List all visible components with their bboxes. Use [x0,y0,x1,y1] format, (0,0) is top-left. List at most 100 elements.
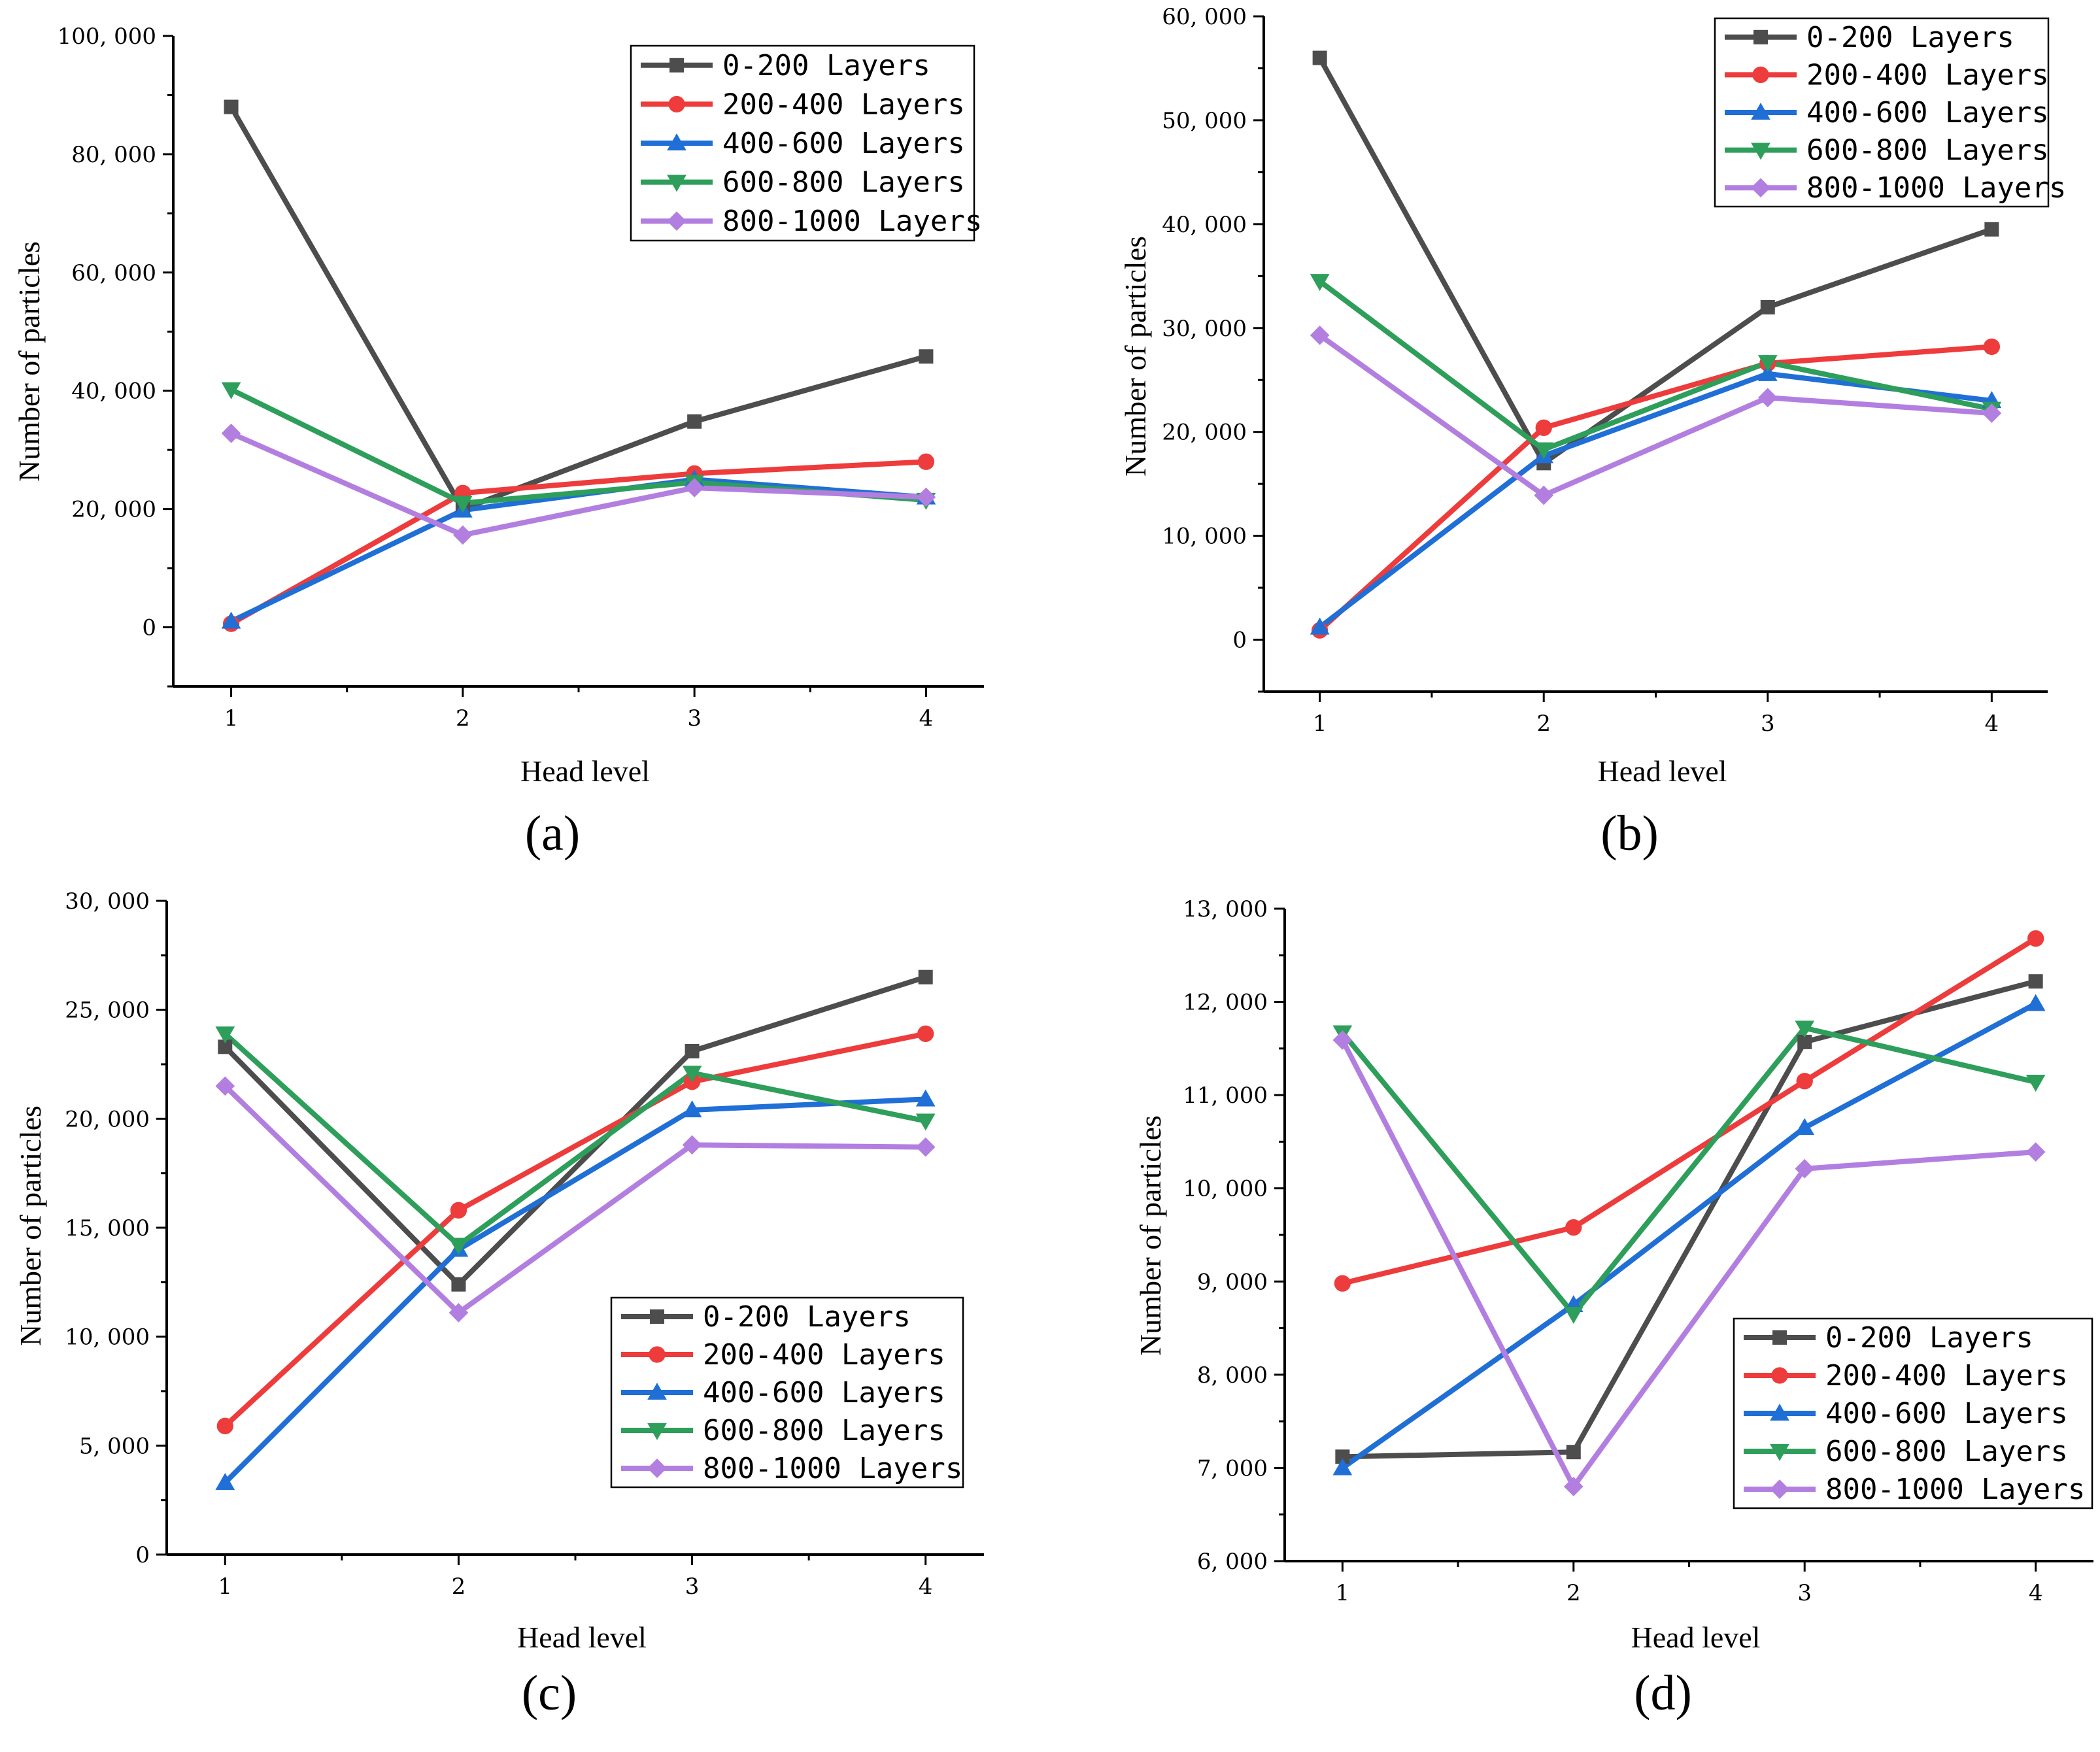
data-point [224,99,239,114]
data-point [1566,1445,1581,1460]
x-tick-label: 1 [1336,1580,1350,1606]
data-point [1535,419,1552,436]
y-tick-label: 25, 000 [65,998,150,1024]
legend-marker [647,1458,667,1478]
series-line [1340,1037,2039,1489]
data-point [1332,1030,1353,1050]
x-tick-label: 4 [2029,1580,2043,1606]
x-tick-label: 4 [919,1574,933,1600]
data-point [1335,1449,1350,1464]
panel-label: (a) [525,806,580,861]
data-point [2025,994,2046,1011]
data-point [1797,1034,1812,1049]
data-point [1310,326,1330,345]
y-tick-label: 60, 000 [1162,4,1247,30]
legend-marker [1751,143,1770,160]
data-point [1332,1458,1353,1475]
y-tick-label: 20, 000 [1162,420,1247,446]
data-point [687,414,702,429]
data-point [1795,1118,1815,1136]
y-tick-label: 5, 000 [79,1433,150,1459]
legend-label: 0-200 Layers [703,1300,911,1334]
y-tick-label: 15, 000 [65,1215,150,1241]
y-tick-label: 9, 000 [1197,1269,1268,1295]
panel-label: (c) [522,1666,577,1721]
data-point [1983,338,2001,356]
data-point [1984,222,1999,237]
legend-label: 200-400 Layers [703,1338,945,1372]
data-point [1982,403,2002,423]
data-point [1760,299,1775,314]
x-tick-label: 1 [218,1574,232,1600]
data-point [221,382,241,399]
data-point [917,1025,934,1042]
legend-marker [1752,66,1769,84]
legend-marker [649,1346,666,1363]
data-point [1534,442,1554,460]
series-line [222,974,928,1287]
y-tick-label: 0 [135,1542,150,1568]
legend-marker [1770,1443,1789,1461]
x-tick-label: 4 [919,705,934,732]
legend-label: 800-1000 Layers [703,1452,962,1485]
legend-label: 200-400 Layers [1806,58,2049,92]
x-tick-label: 2 [452,1574,466,1600]
data-point [221,424,241,443]
data-point [918,969,933,985]
y-axis-title: Number of particles [1119,236,1152,477]
legend-marker [1770,1404,1789,1421]
y-axis-title: Number of particles [14,1105,47,1346]
y-tick-label: 8, 000 [1197,1362,1268,1389]
x-tick-label: 3 [1761,711,1775,737]
y-tick-label: 20, 000 [65,1106,150,1132]
chart-panel: 0 20, 000 40, 000 60, 000 80, 000 100, 000 1 2 3… [12,24,984,861]
series-line [1340,935,2039,1287]
data-point [215,1026,235,1044]
legend-marker [667,175,686,192]
data-point [1534,485,1554,505]
series-line [228,430,929,538]
data-point [1334,1275,1351,1292]
legend-label: 800-1000 Layers [1825,1473,2085,1506]
panel-label: (d) [1634,1666,1692,1721]
legend-marker [1772,1330,1787,1345]
legend-marker [1751,178,1770,198]
legend-label: 0-200 Layers [722,49,930,82]
y-tick-label: 10, 000 [1183,1176,1268,1202]
series-line [1317,344,1995,633]
legend-marker [1751,103,1770,120]
x-axis-title: Head level [517,1621,647,1654]
legend-marker [1771,1367,1788,1384]
legend-marker [1770,1479,1789,1499]
data-point [1563,1307,1583,1324]
y-tick-label: 10, 000 [1162,524,1247,550]
x-tick-label: 2 [1567,1580,1581,1606]
legend-marker [647,1423,667,1440]
legend-marker [667,133,686,151]
legend-marker [650,1309,664,1324]
legend-marker [668,95,685,113]
y-tick-label: 20, 000 [71,497,156,523]
data-point [1757,388,1778,408]
data-point [915,1137,936,1157]
legend-marker [647,1383,667,1400]
series-line [1317,55,1995,466]
data-point [1757,363,1778,381]
x-tick-label: 2 [1536,711,1551,737]
data-point [1310,617,1330,635]
y-tick-label: 13, 000 [1183,896,1268,922]
y-tick-label: 80, 000 [71,142,156,168]
legend-label: 200-400 Layers [722,88,965,121]
series-line [228,459,929,627]
x-tick-label: 3 [687,705,702,732]
y-tick-label: 0 [142,615,156,641]
series-line [1340,1001,2039,1471]
series-line [1340,1025,2039,1317]
legend-marker [1753,29,1768,44]
legend-label: 400-600 Layers [1806,96,2049,129]
data-point [682,1100,702,1118]
chart-panel: 0 5, 000 10, 000 15, 000 20, 000 25, 000 30, 0… [14,888,984,1721]
legend-marker [667,211,686,231]
